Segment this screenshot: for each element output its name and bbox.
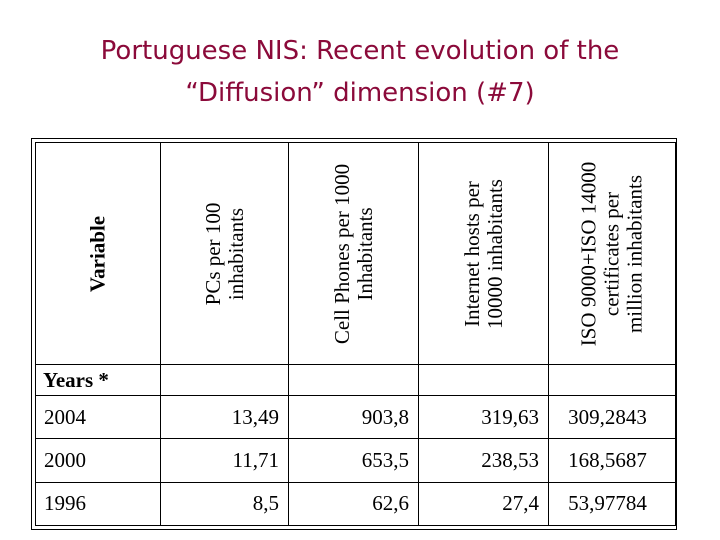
header-variable-cell: Variable	[35, 142, 161, 365]
header-cell-phones-label: Cell Phones per 1000 Inhabitants	[329, 163, 377, 344]
value-cell: 653,5	[288, 438, 419, 483]
diffusion-table: Variable PCs per 100 inhabitants Cell Ph…	[35, 142, 676, 527]
value-cell: 53,97784	[548, 481, 676, 527]
header-variable-label: Variable	[85, 215, 110, 292]
value-cell: 238,53	[418, 438, 549, 483]
year-cell: 1996	[35, 481, 161, 527]
value-cell: 11,71	[160, 438, 289, 483]
title-line-2: “Diffusion” dimension (#7)	[185, 78, 535, 108]
diffusion-table-frame: Variable PCs per 100 inhabitants Cell Ph…	[31, 138, 677, 530]
value-cell: 319,63	[418, 394, 549, 440]
table-row: 2004 13,49 903,8 319,63 309,2843	[35, 394, 676, 440]
header-cell-phones-cell: Cell Phones per 1000 Inhabitants	[288, 142, 419, 365]
value-cell: 62,6	[288, 481, 419, 527]
value-cell: 8,5	[160, 481, 289, 527]
years-empty-cell	[160, 364, 289, 396]
value-cell: 309,2843	[548, 394, 676, 440]
value-cell: 27,4	[418, 481, 549, 527]
value-cell: 168,5687	[548, 438, 676, 483]
header-row: Variable PCs per 100 inhabitants Cell Ph…	[35, 142, 676, 365]
table-row: 2000 11,71 653,5 238,53 168,5687	[35, 438, 676, 483]
year-cell: 2000	[35, 438, 161, 483]
years-label: Years *	[35, 364, 161, 396]
header-internet-hosts-cell: Internet hosts per 10000 inhabitants	[418, 142, 549, 365]
header-iso-label: ISO 9000+ISO 14000 certificates per mill…	[576, 161, 647, 346]
title-line-1: Portuguese NIS: Recent evolution of the	[100, 36, 620, 66]
header-iso-cell: ISO 9000+ISO 14000 certificates per mill…	[548, 142, 676, 365]
slide-title: Portuguese NIS: Recent evolution of the …	[0, 30, 720, 114]
header-pcs-cell: PCs per 100 inhabitants	[160, 142, 289, 365]
years-empty-cell	[548, 364, 676, 396]
years-row: Years *	[35, 364, 676, 396]
years-empty-cell	[288, 364, 419, 396]
header-pcs-label: PCs per 100 inhabitants	[200, 202, 248, 305]
table-row: 1996 8,5 62,6 27,4 53,97784	[35, 481, 676, 527]
value-cell: 13,49	[160, 394, 289, 440]
value-cell: 903,8	[288, 394, 419, 440]
year-cell: 2004	[35, 394, 161, 440]
years-empty-cell	[418, 364, 549, 396]
header-internet-hosts-label: Internet hosts per 10000 inhabitants	[459, 178, 507, 329]
